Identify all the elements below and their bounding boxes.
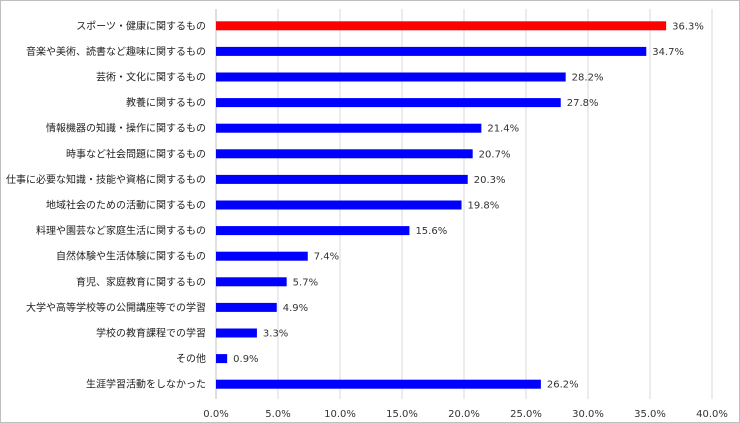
- data-label: 19.8%: [468, 201, 500, 212]
- data-label: 3.3%: [263, 329, 288, 340]
- bar: [216, 98, 561, 108]
- bars: [216, 21, 667, 389]
- category-label: 自然体験や生活体験に関するもの: [56, 250, 206, 263]
- category-label: 時事など社会問題に関するもの: [66, 147, 206, 160]
- x-tick-label: 15.0%: [386, 409, 418, 420]
- category-labels: スポーツ・健康に関するもの音楽や美術、読書など趣味に関するもの芸術・文化に関する…: [6, 19, 206, 390]
- category-label: 仕事に必要な知識・技能や資格に関するもの: [6, 173, 206, 186]
- data-label: 20.7%: [479, 149, 511, 160]
- data-label: 0.9%: [233, 354, 258, 365]
- bar: [216, 123, 482, 133]
- category-label: 大学や高等学校等の公開講座等での学習: [26, 301, 206, 314]
- data-label: 36.3%: [672, 21, 704, 32]
- bar: [216, 277, 287, 287]
- data-label: 5.7%: [293, 277, 318, 288]
- category-label: 教養に関するもの: [126, 96, 206, 109]
- data-label: 26.2%: [547, 380, 579, 391]
- x-tick-label: 10.0%: [324, 409, 356, 420]
- data-label: 15.6%: [415, 226, 447, 237]
- category-label: 地域社会のための活動に関するもの: [46, 199, 206, 212]
- bar: [216, 200, 462, 210]
- x-tick-label: 20.0%: [448, 409, 480, 420]
- bar: [216, 379, 541, 389]
- bar: [216, 302, 277, 312]
- x-tick-label: 40.0%: [696, 409, 728, 420]
- bar: [216, 21, 667, 31]
- x-tick-label: 25.0%: [510, 409, 542, 420]
- bar: [216, 149, 473, 159]
- category-label: 育児、家庭教育に関するもの: [76, 275, 206, 288]
- value-labels: 36.3% 34.7% 28.2% 27.8% 21.4% 20.7% 20.3% 19.8%…: [233, 21, 704, 390]
- x-tick-label: 5.0%: [265, 409, 290, 420]
- data-label: 7.4%: [314, 252, 339, 263]
- bar: [216, 46, 647, 56]
- x-axis-tick-labels: 0.0% 5.0% 10.0% 15.0% 20.0% 25.0% 30.0% 35.0% 40…: [203, 409, 728, 420]
- category-label: その他: [176, 352, 206, 365]
- category-label: スポーツ・健康に関するもの: [76, 19, 206, 32]
- category-label: 生涯学習活動をしなかった: [86, 378, 206, 391]
- x-tick-label: 30.0%: [572, 409, 604, 420]
- category-label: 学校の教育課程での学習: [96, 327, 206, 340]
- category-label: 音楽や美術、読書など趣味に関するもの: [26, 45, 206, 58]
- data-label: 27.8%: [567, 98, 599, 109]
- data-label: 21.4%: [487, 124, 519, 135]
- x-tick-label: 0.0%: [203, 409, 228, 420]
- x-tick-label: 35.0%: [634, 409, 666, 420]
- data-label: 34.7%: [652, 47, 684, 58]
- data-label: 20.3%: [474, 175, 506, 186]
- data-label: 28.2%: [572, 73, 604, 84]
- category-label: 情報機器の知識・操作に関するもの: [46, 122, 206, 135]
- bar: [216, 72, 566, 82]
- bar: [216, 251, 308, 261]
- category-label: 料理や園芸など家庭生活に関するもの: [36, 224, 206, 237]
- category-label: 芸術・文化に関するもの: [96, 71, 206, 84]
- bar: [216, 354, 228, 364]
- bar: [216, 328, 257, 338]
- bar: [216, 226, 410, 236]
- bar: [216, 174, 468, 184]
- data-label: 4.9%: [283, 303, 308, 314]
